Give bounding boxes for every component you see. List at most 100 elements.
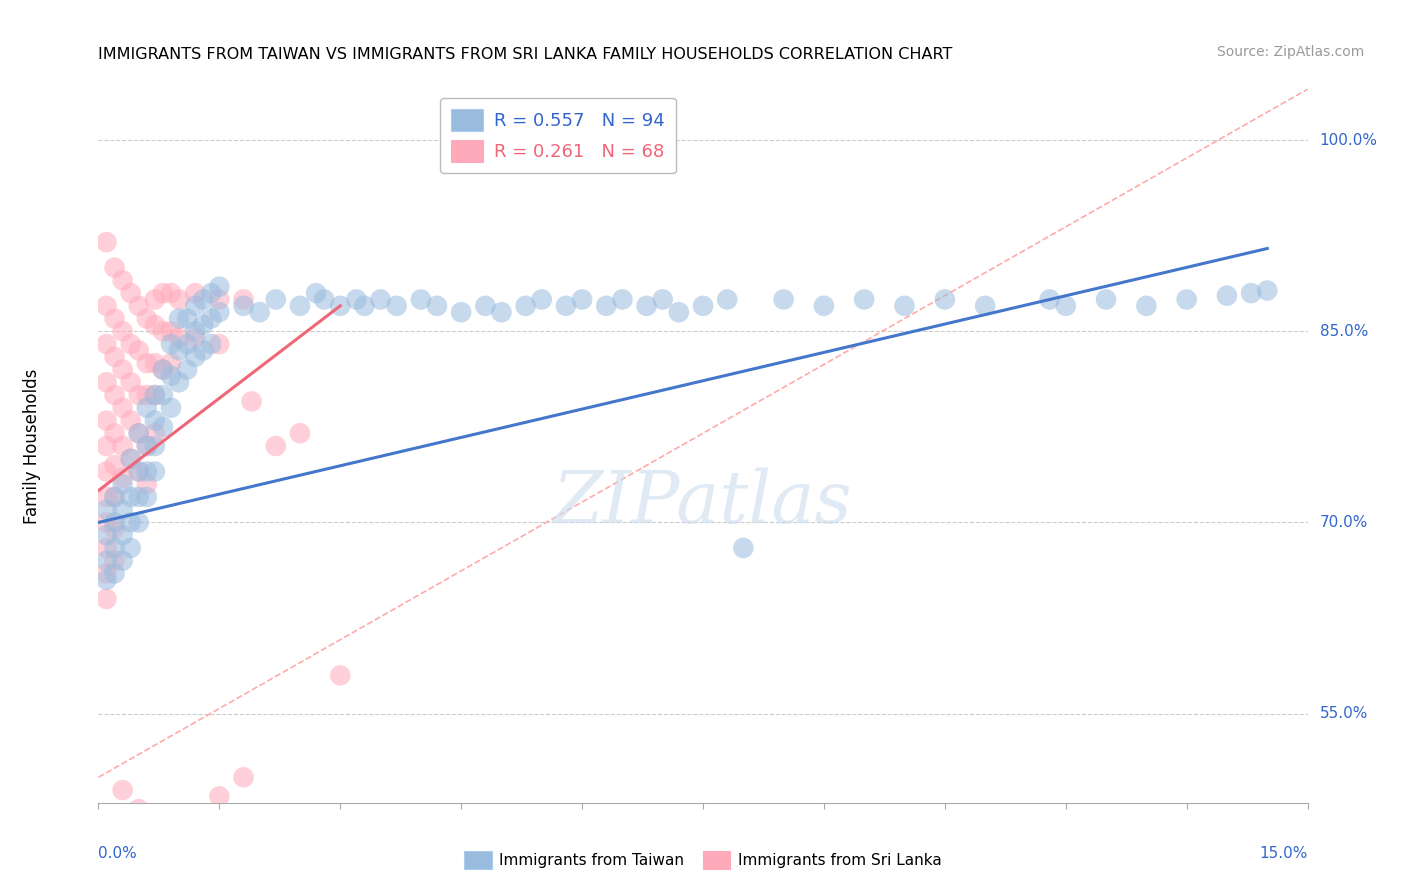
Point [716,293,738,307]
Point [934,293,956,307]
Point [143,388,166,402]
Point [128,299,150,313]
Point [111,502,134,516]
Point [167,331,190,345]
Point [143,318,166,332]
Point [96,573,118,587]
Point [135,439,157,453]
Point [111,477,134,491]
Point [152,420,174,434]
Point [111,362,134,376]
Point [160,324,183,338]
Point [96,528,118,542]
Point [636,299,658,313]
Point [111,439,134,453]
Point [193,343,215,358]
Point [167,343,190,358]
Point [143,356,166,370]
Point [176,311,198,326]
Point [96,376,118,390]
Point [111,471,134,485]
Point [103,426,125,441]
Point [184,286,207,301]
Point [103,490,125,504]
Point [135,388,157,402]
Point [232,293,254,307]
Point [96,465,118,479]
Point [595,299,617,313]
Point [120,376,142,390]
Point [288,426,311,441]
Point [152,362,174,376]
Point [184,331,207,345]
Point [128,516,150,530]
Text: 15.0%: 15.0% [1260,846,1308,861]
Point [96,235,118,249]
Point [288,299,311,313]
Point [135,356,157,370]
Point [96,591,118,606]
Point [329,299,352,313]
Point [96,299,118,313]
Text: Family Households: Family Households [22,368,41,524]
Point [160,286,183,301]
Point [152,286,174,301]
Point [167,376,190,390]
Point [813,299,835,313]
Point [143,465,166,479]
Point [111,554,134,568]
Point [450,305,472,319]
Point [612,293,634,307]
Point [128,426,150,441]
Point [135,465,157,479]
Point [103,260,125,275]
Point [111,324,134,338]
Point [96,502,118,516]
Point [160,356,183,370]
Point [329,668,352,682]
Point [1240,286,1263,301]
Point [120,451,142,466]
Point [200,286,222,301]
Point [96,337,118,351]
Point [893,299,915,313]
Point [128,426,150,441]
Point [103,311,125,326]
Point [111,401,134,415]
Point [160,368,183,383]
Point [249,305,271,319]
Point [96,566,118,581]
Point [128,465,150,479]
Legend: R = 0.557   N = 94, R = 0.261   N = 68: R = 0.557 N = 94, R = 0.261 N = 68 [440,98,676,173]
Point [974,299,997,313]
Point [184,324,207,338]
Point [193,318,215,332]
Point [1135,299,1157,313]
Point [96,554,118,568]
Point [120,286,142,301]
Point [160,401,183,415]
Point [232,770,254,784]
Point [344,293,367,307]
Point [1175,293,1198,307]
Point [103,516,125,530]
Point [385,299,408,313]
Text: 0.0%: 0.0% [98,846,138,861]
Point [409,293,432,307]
Point [103,554,125,568]
Point [515,299,537,313]
Point [208,279,231,293]
Point [128,388,150,402]
Point [120,413,142,427]
Point [128,490,150,504]
Point [264,439,287,453]
Point [135,490,157,504]
Point [167,311,190,326]
Point [426,299,449,313]
Point [152,324,174,338]
Point [152,362,174,376]
Point [120,541,142,555]
Point [120,451,142,466]
Point [111,528,134,542]
Point [353,299,375,313]
